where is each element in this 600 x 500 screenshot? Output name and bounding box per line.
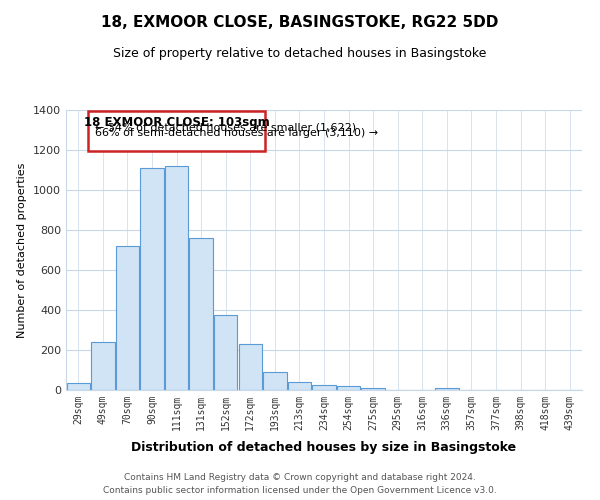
Bar — [263, 372, 287, 390]
Text: Size of property relative to detached houses in Basingstoke: Size of property relative to detached ho… — [113, 48, 487, 60]
Bar — [288, 382, 311, 390]
Bar — [337, 386, 360, 390]
Text: Contains HM Land Registry data © Crown copyright and database right 2024.: Contains HM Land Registry data © Crown c… — [124, 474, 476, 482]
Text: ← 34% of detached houses are smaller (1,622): ← 34% of detached houses are smaller (1,… — [95, 122, 356, 132]
Text: 18, EXMOOR CLOSE, BASINGSTOKE, RG22 5DD: 18, EXMOOR CLOSE, BASINGSTOKE, RG22 5DD — [101, 15, 499, 30]
Bar — [91, 342, 115, 390]
Bar — [361, 388, 385, 390]
Bar — [313, 385, 335, 390]
Bar — [214, 315, 238, 390]
Bar — [140, 168, 164, 390]
Text: Contains public sector information licensed under the Open Government Licence v3: Contains public sector information licen… — [103, 486, 497, 495]
Text: 66% of semi-detached houses are larger (3,110) →: 66% of semi-detached houses are larger (… — [95, 128, 379, 138]
FancyBboxPatch shape — [88, 111, 265, 151]
Bar — [190, 238, 213, 390]
Bar — [67, 383, 90, 390]
Text: 18 EXMOOR CLOSE: 103sqm: 18 EXMOOR CLOSE: 103sqm — [83, 116, 269, 130]
Y-axis label: Number of detached properties: Number of detached properties — [17, 162, 28, 338]
Bar — [239, 344, 262, 390]
Bar — [116, 246, 139, 390]
X-axis label: Distribution of detached houses by size in Basingstoke: Distribution of detached houses by size … — [131, 441, 517, 454]
Bar — [435, 388, 458, 390]
Bar — [165, 166, 188, 390]
